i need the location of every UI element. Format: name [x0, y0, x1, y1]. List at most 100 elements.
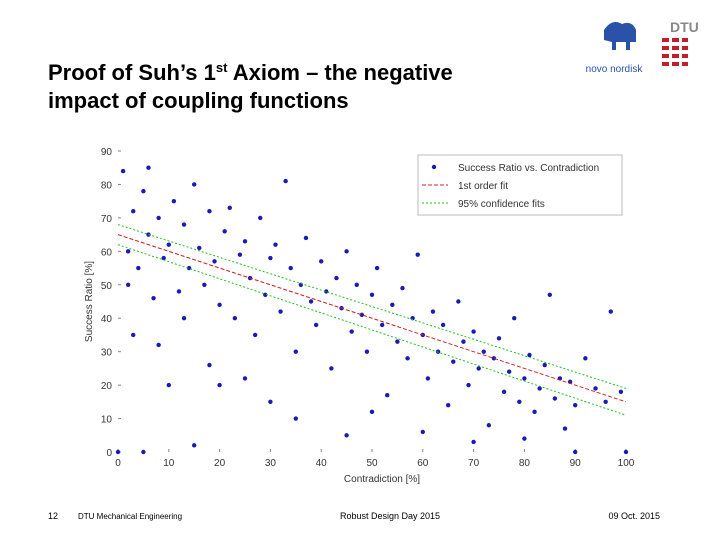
data-point [141, 449, 146, 455]
data-point [369, 292, 375, 298]
data-point [207, 362, 212, 368]
x-tick-label: 90 [570, 458, 582, 469]
data-point [618, 389, 624, 394]
x-tick-label: 0 [115, 458, 121, 469]
data-point [131, 209, 136, 214]
data-point [319, 259, 324, 264]
data-point [547, 292, 552, 298]
dtu-logo: DTU [662, 19, 699, 66]
data-point [120, 168, 126, 174]
data-point [136, 265, 141, 271]
y-tick-label: 60 [101, 247, 113, 258]
data-point [268, 399, 273, 405]
data-point [181, 316, 187, 321]
page-number: 12 [48, 511, 58, 521]
data-point [369, 409, 375, 415]
data-point [202, 282, 207, 287]
title-superscript: st [216, 60, 228, 75]
novo-text: novo nordisk [586, 64, 644, 75]
data-point [212, 259, 217, 264]
data-point [385, 392, 390, 398]
footer-event: Robust Design Day 2015 [340, 511, 440, 521]
data-point [329, 366, 334, 371]
data-point [197, 245, 202, 251]
data-point [156, 342, 161, 348]
data-point [486, 423, 492, 428]
data-point [166, 382, 171, 388]
dtu-text: DTU [670, 19, 699, 35]
data-point [451, 359, 456, 364]
data-point [237, 252, 243, 257]
data-point [227, 205, 232, 211]
x-tick-label: 40 [316, 458, 328, 469]
data-point [496, 336, 502, 341]
legend-label: 1st order fit [458, 181, 508, 192]
data-point [379, 322, 385, 328]
data-point [273, 242, 278, 247]
x-tick-label: 30 [265, 458, 277, 469]
data-point [623, 449, 629, 455]
data-point [283, 178, 288, 184]
data-point [501, 389, 507, 394]
data-point [115, 449, 121, 455]
y-tick-label: 10 [101, 415, 113, 426]
legend-box [417, 154, 623, 216]
legend-label: Success Ratio vs. Contradiction [458, 163, 599, 174]
data-point [242, 239, 248, 244]
data-point [603, 399, 608, 405]
footer-department: DTU Mechanical Engineering [78, 512, 182, 521]
data-point [506, 369, 512, 374]
data-point [359, 312, 365, 318]
data-point [476, 366, 481, 371]
data-point [125, 249, 131, 254]
data-point [522, 436, 527, 441]
x-tick-label: 80 [519, 458, 531, 469]
data-point [349, 329, 354, 334]
data-point [166, 242, 171, 247]
y-tick-label: 90 [101, 147, 113, 158]
title-text: Proof of Suh’s 1 [48, 60, 216, 85]
novo-logo: novo nordisk [586, 22, 644, 75]
y-tick-label: 50 [101, 281, 113, 292]
footer-date: 09 Oct. 2015 [608, 511, 660, 521]
data-point [481, 349, 486, 354]
data-point [456, 299, 461, 304]
data-point [374, 265, 380, 271]
data-point [156, 215, 161, 221]
data-point [308, 299, 314, 304]
legend-marker [431, 164, 437, 170]
data-point [491, 356, 497, 361]
data-point [192, 443, 197, 448]
data-point [192, 182, 197, 187]
data-point [400, 285, 405, 291]
x-axis-label: Contradiction [%] [344, 474, 420, 485]
fit-line [117, 234, 627, 403]
fit-line [117, 224, 627, 389]
data-point [608, 309, 613, 314]
data-point [537, 386, 542, 391]
data-point [512, 316, 517, 321]
data-point [364, 349, 370, 354]
data-point [293, 416, 298, 421]
data-point [471, 439, 476, 445]
data-point [252, 332, 258, 338]
data-point [395, 339, 400, 344]
data-point [532, 409, 537, 415]
y-tick-label: 30 [101, 348, 113, 359]
legend-label: 95% confidence fits [458, 199, 545, 210]
data-point [141, 188, 146, 194]
y-tick-label: 20 [101, 381, 113, 392]
data-point [263, 292, 268, 298]
data-point [415, 252, 420, 257]
data-point [573, 449, 578, 455]
data-point [573, 402, 578, 408]
data-point [232, 316, 238, 321]
data-point [446, 402, 451, 408]
title-text: impact of coupling functions [48, 88, 349, 113]
y-axis-label: Success Ratio [%] [84, 261, 95, 342]
data-point [303, 235, 309, 241]
x-tick-label: 100 [618, 458, 635, 469]
data-point [278, 309, 283, 314]
